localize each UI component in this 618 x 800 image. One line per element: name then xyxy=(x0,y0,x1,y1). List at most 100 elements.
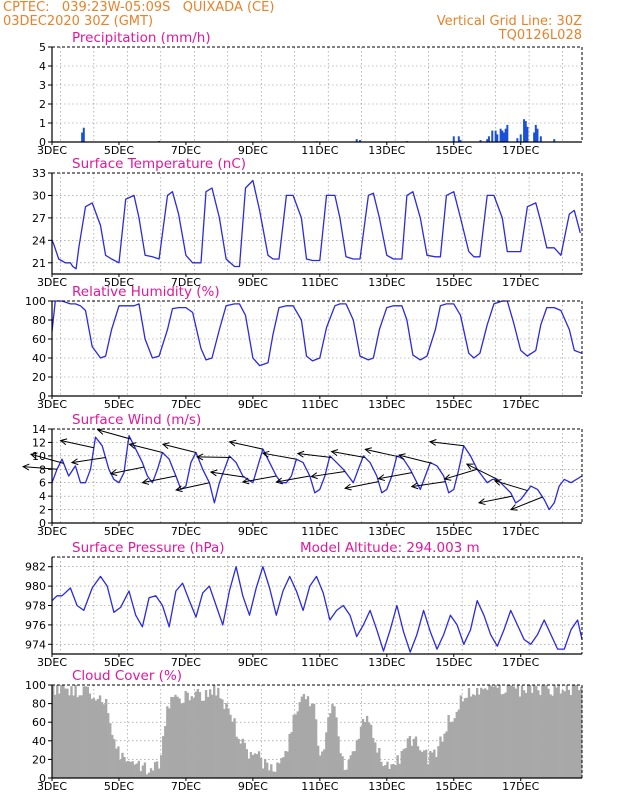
y-tick-label: 982 xyxy=(25,561,46,574)
x-tick-label: 17DEC xyxy=(502,398,539,411)
y-tick-label: 0 xyxy=(39,136,46,149)
cloud-bar xyxy=(88,693,92,778)
cloud-bar xyxy=(249,752,253,778)
x-tick-label: 13DEC xyxy=(368,525,405,538)
wind-arrow-shaft xyxy=(494,480,528,492)
x-tick-label: 5DEC xyxy=(104,144,134,157)
cloud-bar xyxy=(304,699,308,778)
wind-arrow-head xyxy=(22,463,30,471)
cloud-bar xyxy=(410,745,414,778)
wind-arrow-head xyxy=(128,442,137,449)
panel-title-cloud: Cloud Cover (%) xyxy=(72,668,182,684)
cloud-bar xyxy=(129,761,132,778)
x-tick-label: 15DEC xyxy=(435,525,472,538)
y-tick-label: 6 xyxy=(39,477,46,490)
wind-arrow-head xyxy=(241,477,250,485)
x-tick-label: 17DEC xyxy=(502,656,539,669)
cloud-bar xyxy=(100,702,104,778)
x-tick-label: 7DEC xyxy=(171,144,201,157)
cloud-bar xyxy=(549,694,552,778)
precip-bar xyxy=(539,136,542,142)
cloud-bar xyxy=(151,770,155,778)
cloud-bar xyxy=(164,726,167,778)
wind-arrow-head xyxy=(109,469,118,476)
wind-arrow-shaft xyxy=(129,443,163,453)
cloud-bar xyxy=(473,695,477,778)
cloud-bar xyxy=(298,702,301,778)
wind-arrow-shaft xyxy=(478,495,513,504)
y-tick-label: 20 xyxy=(32,753,46,766)
cloud-bar xyxy=(188,700,191,778)
cloud-bar xyxy=(551,695,554,778)
cloud-bar xyxy=(266,762,269,778)
x-tick-label: 7DEC xyxy=(171,398,201,411)
cloud-bar xyxy=(68,695,71,778)
wind-arrow-head xyxy=(493,479,502,486)
cloud-bar xyxy=(325,732,328,778)
cloud-bar xyxy=(510,685,513,778)
y-tick-label: 20 xyxy=(32,371,46,384)
wind-arrow-head xyxy=(364,447,372,454)
wind-arrow-head xyxy=(261,450,270,458)
cloud-bar xyxy=(74,685,77,778)
cloud-bar xyxy=(386,761,389,778)
wind-arrow-shaft xyxy=(30,453,64,464)
cloud-bar xyxy=(423,750,426,778)
y-tick-label: 3 xyxy=(39,79,46,92)
y-tick-label: 8 xyxy=(39,463,46,476)
panel-title-rh: Relative Humidity (%) xyxy=(72,284,220,300)
cloud-bar xyxy=(341,756,344,778)
y-tick-label: 2 xyxy=(39,504,46,517)
cloud-bar xyxy=(412,738,416,778)
y-tick-label: 80 xyxy=(32,698,46,711)
cloud-bar xyxy=(374,742,377,778)
header-line1-left: CPTEC: 039:23W-05:09S QUIXADA (CE) xyxy=(3,0,275,15)
precip-bar xyxy=(491,130,494,142)
x-tick-label: 5DEC xyxy=(104,276,134,289)
cloud-bar xyxy=(323,749,326,778)
cloud-bar xyxy=(498,685,501,778)
cloud-bar xyxy=(176,696,179,778)
cloud-bar xyxy=(143,762,147,778)
cloud-bar xyxy=(378,748,381,778)
cloud-bar xyxy=(196,688,200,778)
cloud-bar xyxy=(365,715,369,778)
cloud-bar xyxy=(349,755,352,778)
cloud-bar xyxy=(292,714,295,778)
cloud-bar xyxy=(190,696,193,778)
cloud-bar xyxy=(84,686,87,778)
x-tick-label: 9DEC xyxy=(238,398,268,411)
cloud-bar xyxy=(461,701,465,778)
temp-line xyxy=(51,179,581,270)
cloud-bar xyxy=(402,749,405,778)
cloud-bar xyxy=(237,738,240,778)
cloud-bar xyxy=(537,690,540,778)
cloud-bar xyxy=(194,691,198,778)
cloud-bar xyxy=(235,736,238,778)
x-tick-label: 11DEC xyxy=(301,656,338,669)
cloud-bar xyxy=(478,694,481,778)
wind-arrow-head xyxy=(397,453,406,460)
x-tick-label: 17DEC xyxy=(502,276,539,289)
precip-bar xyxy=(496,134,499,142)
wind-arrow-shaft xyxy=(242,475,277,483)
cloud-bar xyxy=(435,757,438,778)
y-tick-label: 100 xyxy=(25,679,46,692)
cloud-bar xyxy=(370,724,373,778)
cloud-bar xyxy=(451,721,454,778)
cloud-bar xyxy=(115,748,118,778)
precip-bar xyxy=(457,136,460,142)
cloud-bar xyxy=(272,771,275,778)
cloud-bar xyxy=(335,717,338,778)
y-tick-label: 1 xyxy=(39,117,46,130)
wind-arrow-head xyxy=(330,449,339,456)
cloud-bar xyxy=(420,751,424,778)
cloud-bar xyxy=(257,751,261,778)
precip-bar xyxy=(502,132,505,142)
precip-bar xyxy=(526,126,529,142)
x-tick-label: 15DEC xyxy=(435,144,472,157)
y-tick-label: 100 xyxy=(25,295,46,308)
cloud-bar xyxy=(90,698,94,778)
cloud-bar xyxy=(117,746,120,778)
panel-pres: 974 976 978 980 982 3DEC 5DEC 7DEC 9DEC 11DEC 13DE… xyxy=(25,540,583,669)
